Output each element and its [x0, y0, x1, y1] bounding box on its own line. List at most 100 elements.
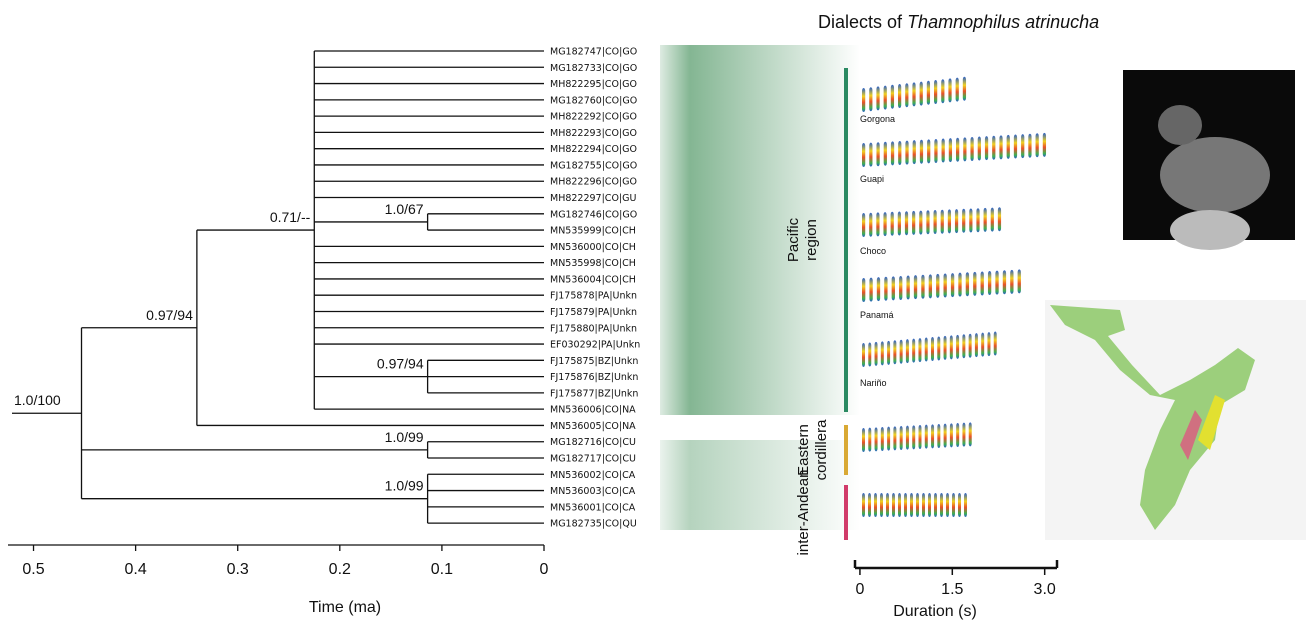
spectrogram-note [948, 78, 952, 103]
spectrogram-note [941, 79, 945, 104]
x-tick-label: 0.1 [431, 561, 453, 578]
spectrogram-note [962, 422, 966, 447]
x-tick-label: 0.5 [22, 561, 44, 578]
spectrogram-note [918, 425, 922, 449]
axis-title: Time (ma) [309, 599, 381, 616]
spectrogram-note [919, 81, 923, 106]
spectrogram-note [912, 140, 916, 165]
spectrogram-note [892, 493, 895, 517]
tip-label: FJ175878|PA|Unkn [550, 291, 637, 302]
spectrogram-note [949, 335, 953, 360]
spectrogram-note [926, 210, 930, 235]
spectrogram-note [906, 275, 910, 300]
spectrogram-note [931, 337, 934, 361]
tip-label: FJ175880|PA|Unkn [550, 323, 637, 334]
spectrogram-note [1010, 269, 1014, 294]
spectrogram-note [886, 493, 889, 517]
x-tick-label: 0.3 [227, 561, 249, 578]
tip-label: FJ175875|BZ|Unkn [550, 356, 638, 367]
tip-label: MG182733|CO|GO [550, 63, 637, 74]
spectrogram-note [973, 271, 977, 296]
spectrogram-note [947, 209, 952, 234]
spectrogram-note [940, 493, 943, 517]
tip-label: MN536004|CO|CH [550, 274, 636, 285]
spectrogram-note [876, 277, 881, 302]
spectrogram-note [905, 339, 909, 364]
tip-label: MG182747|CO|GO [550, 47, 637, 58]
spectrogram-note [869, 87, 873, 112]
spectrogram-note [916, 493, 919, 517]
spectrogram-note [876, 212, 880, 237]
spectrogram-note [936, 273, 940, 298]
spectrogram-note [874, 341, 878, 366]
spectrogram-note [1002, 270, 1007, 295]
region-word: Pacific [785, 217, 802, 262]
dialect-label: Choco [860, 246, 886, 256]
x-tick-label: 1.5 [941, 581, 963, 598]
spectrogram-note [1021, 134, 1025, 159]
node-support: 0.71/-- [270, 209, 311, 225]
spectrogram-note [874, 427, 878, 452]
spectrogram-note [943, 423, 947, 448]
spectrogram-note [940, 209, 944, 234]
tip-label: MG182716|CO|CU [550, 437, 636, 448]
spectrogram-note [869, 212, 873, 237]
tip-label: FJ175877|BZ|Unkn [550, 388, 638, 399]
spectrogram-note [928, 274, 933, 299]
spectrogram-note [883, 212, 887, 237]
spectrogram-note [968, 422, 972, 447]
tip-label: MN536006|CO|NA [550, 405, 636, 416]
tip-label: MG182755|CO|GO [550, 160, 637, 171]
spectrogram-note [943, 273, 947, 298]
spectrogram-note [897, 211, 901, 236]
region-label: Easterncordillera [795, 419, 830, 481]
spectrogram-note [976, 208, 980, 233]
x-tick-label: 0 [855, 581, 864, 598]
spectrogram-note [954, 209, 959, 234]
node-support: 1.0/99 [385, 478, 424, 494]
spectrogram-note [958, 272, 962, 297]
spectrogram-note [899, 426, 903, 450]
spectrogram-note [876, 86, 880, 111]
spectrogram-note [958, 493, 961, 517]
x-tick-label: 0.2 [329, 561, 351, 578]
node-support: 1.0/99 [385, 429, 424, 445]
spectrogram-note [919, 210, 923, 235]
node-support: 1.0/67 [385, 201, 424, 217]
spectrogram-note [950, 273, 955, 298]
node-support: 0.97/94 [377, 356, 424, 372]
tip-label: MN536002|CO|CA [550, 470, 636, 481]
tip-label: MG182735|CO|QU [550, 519, 637, 530]
region-word: cordillera [813, 419, 830, 481]
spectrogram-note [868, 427, 872, 452]
spectrogram-note [992, 135, 996, 160]
spectrogram-note [962, 208, 966, 233]
spectrogram-note [862, 428, 865, 452]
spectrogram-note [987, 271, 992, 296]
spectrogram-note [948, 138, 953, 163]
spectrogram-note [893, 426, 897, 451]
tip-label: MN535998|CO|CH [550, 258, 636, 269]
spectrogram-note [887, 340, 891, 365]
spectrogram-note [999, 135, 1003, 160]
dialect-label: Nariño [860, 378, 887, 388]
spectrogram-note [898, 493, 901, 517]
spectrogram-note [934, 138, 938, 163]
region-word: Eastern [795, 424, 812, 476]
spectrogram-note [874, 493, 877, 517]
spectrogram-note [869, 277, 873, 302]
spectrogram-note [876, 142, 880, 167]
x-tick-label: 3.0 [1034, 581, 1056, 598]
spectrogram-note [955, 77, 959, 102]
spectrogram-note [980, 271, 984, 296]
spectrogram-note [977, 136, 981, 161]
posterior-density [660, 45, 860, 530]
spectrogram-note [956, 334, 960, 359]
spectrogram-note [912, 82, 916, 107]
spectrogram-note [893, 340, 897, 365]
spectrogram-note [946, 493, 949, 517]
region-word: region [803, 219, 820, 261]
tip-label: MH822296|CO|GO [550, 177, 637, 188]
spectrogram-note [910, 493, 913, 517]
